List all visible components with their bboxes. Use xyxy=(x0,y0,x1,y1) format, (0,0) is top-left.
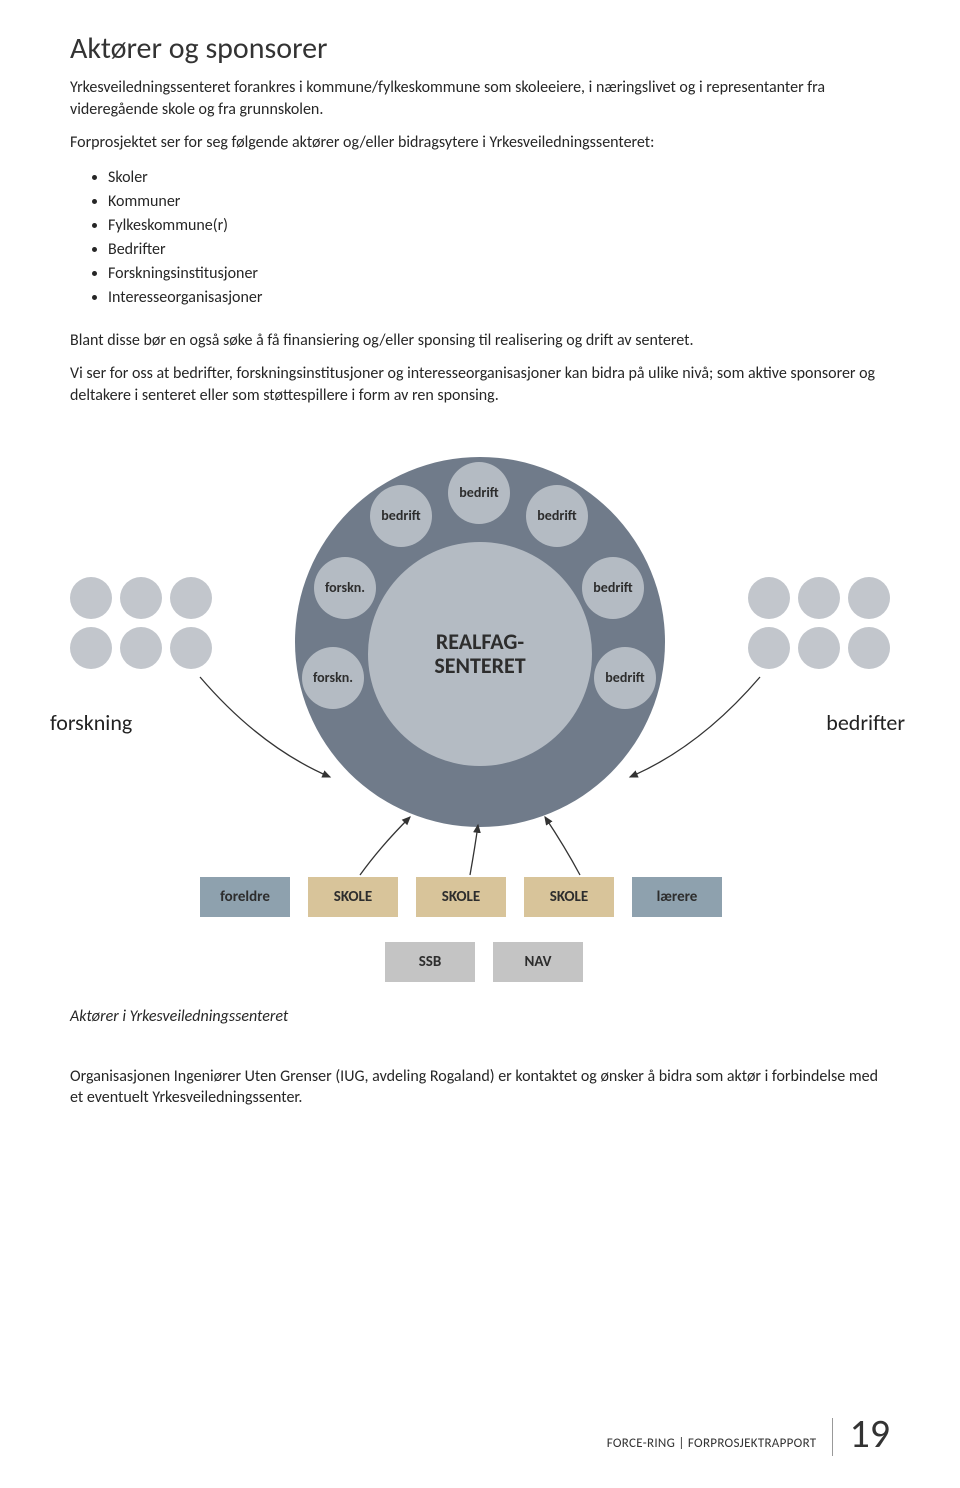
closing-paragraph: Organisasjonen Ingeniører Uten Grenser (… xyxy=(70,1066,890,1109)
right-cluster xyxy=(748,577,890,669)
diagram-caption: Aktører i Yrkesveiledningssenteret xyxy=(70,1007,890,1026)
satellite-node: bedrift xyxy=(526,485,588,547)
dot-icon xyxy=(70,577,112,619)
right-cluster-label: bedrifter xyxy=(826,709,905,736)
center-title-line1: REALFAG- xyxy=(436,630,524,653)
center-title-line2: SENTERET xyxy=(434,654,525,677)
satellite-node: bedrift xyxy=(594,647,656,709)
satellite-node: bedrift xyxy=(370,485,432,547)
dot-icon xyxy=(170,577,212,619)
left-cluster-label: forskning xyxy=(50,709,132,736)
list-item: Interesseorganisasjoner xyxy=(108,286,890,310)
box-ssb: SSB xyxy=(385,942,475,982)
satellite-node: bedrift xyxy=(448,462,510,524)
footer-divider xyxy=(832,1418,833,1456)
list-item: Forskningsinstitusjoner xyxy=(108,262,890,286)
dot-icon xyxy=(748,627,790,669)
satellite-node: bedrift xyxy=(582,557,644,619)
footer-label: FORCE-RING | FORPROSJEKTRAPPORT xyxy=(607,1436,817,1451)
satellite-node: forskn. xyxy=(302,647,364,709)
box-foreldre: foreldre xyxy=(200,877,290,917)
dot-icon xyxy=(848,577,890,619)
dot-icon xyxy=(848,627,890,669)
page-number: 19 xyxy=(849,1409,890,1458)
list-item: Skoler xyxy=(108,166,890,190)
page-footer: FORCE-RING | FORPROSJEKTRAPPORT 19 xyxy=(607,1409,890,1458)
row-2-boxes: SSB NAV xyxy=(385,942,583,982)
box-nav: NAV xyxy=(493,942,583,982)
list-item: Fylkeskommune(r) xyxy=(108,214,890,238)
box-skole: SKOLE xyxy=(524,877,614,917)
center-circle: REALFAG- SENTERET xyxy=(368,542,592,766)
dot-icon xyxy=(120,577,162,619)
dot-icon xyxy=(120,627,162,669)
box-skole: SKOLE xyxy=(308,877,398,917)
intro-paragraph: Yrkesveiledningssenteret forankres i kom… xyxy=(70,77,890,120)
actors-list: Skoler Kommuner Fylkeskommune(r) Bedrift… xyxy=(70,166,890,310)
list-item: Kommuner xyxy=(108,190,890,214)
dot-icon xyxy=(70,627,112,669)
dot-icon xyxy=(798,577,840,619)
page-heading: Aktører og sponsorer xyxy=(70,30,890,67)
list-item: Bedrifter xyxy=(108,238,890,262)
dot-icon xyxy=(748,577,790,619)
actors-diagram: forskning bedrifter bedrift bedrift bedr… xyxy=(70,447,890,987)
list-intro: Forprosjektet ser for seg følgende aktør… xyxy=(70,132,890,154)
left-cluster xyxy=(70,577,212,669)
dot-icon xyxy=(798,627,840,669)
box-laerere: lærere xyxy=(632,877,722,917)
dot-icon xyxy=(170,627,212,669)
paragraph-2: Blant disse bør en også søke å få finans… xyxy=(70,330,890,352)
paragraph-3: Vi ser for oss at bedrifter, forskningsi… xyxy=(70,363,890,406)
row-1-boxes: foreldre SKOLE SKOLE SKOLE lærere xyxy=(200,877,722,917)
box-skole: SKOLE xyxy=(416,877,506,917)
satellite-node: forskn. xyxy=(314,557,376,619)
